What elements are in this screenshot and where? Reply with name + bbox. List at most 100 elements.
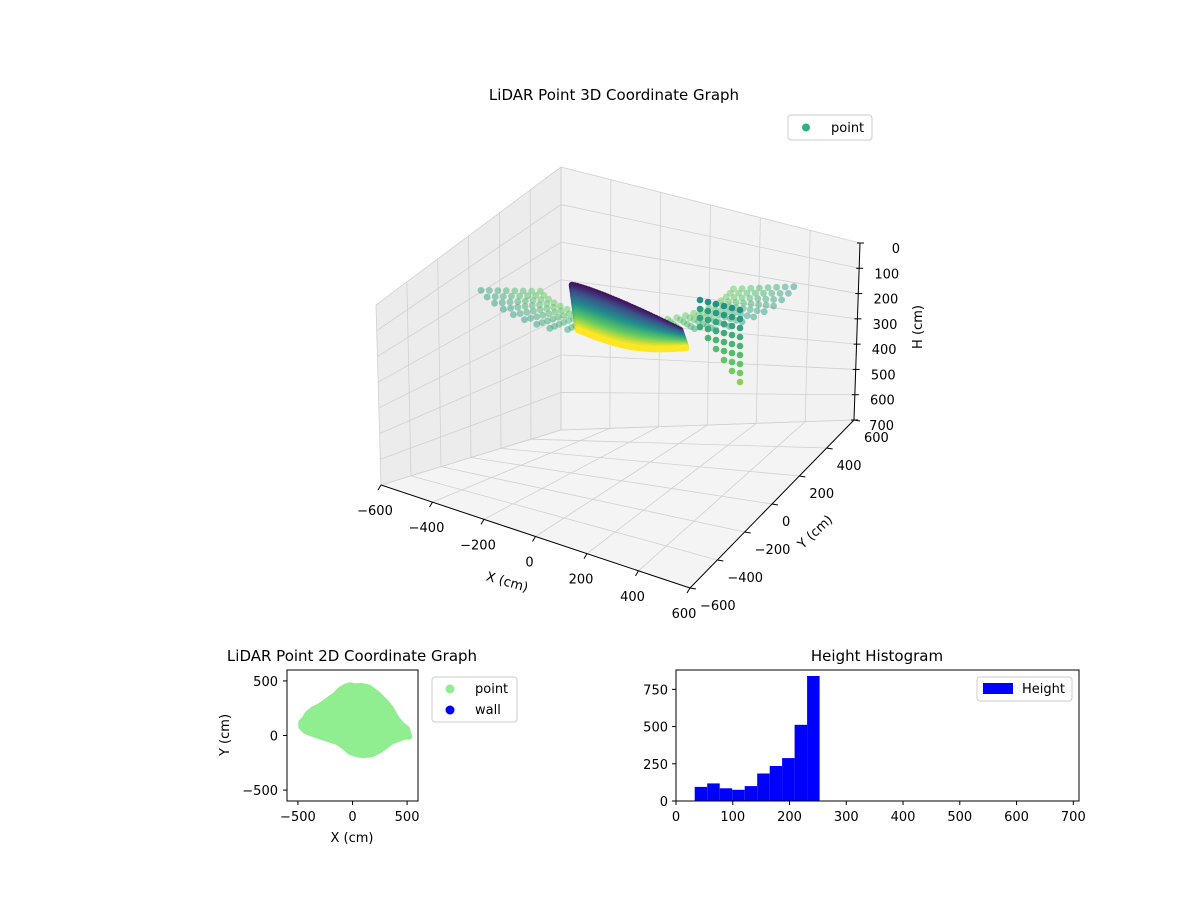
- point-3d: [498, 299, 506, 307]
- point-3d: [720, 311, 728, 319]
- y-tick-mark-3d: [744, 531, 751, 534]
- point-3d: [530, 307, 537, 315]
- point-3d: [740, 299, 747, 307]
- grid-line: [498, 212, 502, 449]
- point-3d: [720, 329, 728, 337]
- z-tick-label-3d: 500: [871, 368, 896, 383]
- y-tick-label-3d: −600: [700, 599, 736, 614]
- histogram-x-tick-label: 500: [947, 810, 972, 825]
- point-3d: [546, 324, 554, 332]
- histogram-x-tick-label: 400: [891, 810, 916, 825]
- histogram-y-ticks: 0 250 500 750: [643, 683, 676, 810]
- z-axis-label-3d: H (cm): [911, 305, 926, 349]
- point-3d: [755, 301, 762, 308]
- histogram-x-tick-label: 300: [834, 810, 859, 825]
- point-3d: [486, 287, 493, 294]
- grid-line: [560, 354, 856, 370]
- point-3d: [736, 342, 744, 350]
- point-3d: [514, 298, 522, 305]
- legend-3d-marker: [802, 123, 810, 132]
- histogram-bar: [732, 789, 745, 801]
- legend-2d-wall-marker: [445, 705, 455, 715]
- point-3d: [762, 301, 770, 309]
- point-3d: [690, 309, 698, 317]
- point-3d: [516, 292, 523, 300]
- point-3d: [494, 287, 502, 294]
- x-tick-mark-3d: [429, 501, 433, 508]
- x-tick-label-3d: 600: [672, 607, 697, 622]
- point-3d: [728, 340, 736, 348]
- grid-line: [437, 258, 442, 467]
- point-3d: [555, 314, 562, 321]
- point-3d: [720, 320, 728, 328]
- point-3d: [785, 290, 792, 297]
- point-3d: [543, 300, 551, 308]
- x-tick-label-3d: 200: [569, 573, 594, 588]
- y-tick-mark-3d: [771, 503, 779, 506]
- point-3d: [790, 283, 798, 291]
- grid-line: [376, 204, 562, 332]
- point-3d: [529, 296, 537, 304]
- point-3d: [500, 305, 507, 313]
- point-3d: [720, 356, 728, 364]
- point-3d: [770, 302, 777, 310]
- x-tick-mark-3d: [480, 519, 485, 525]
- point-3d: [738, 285, 746, 292]
- y-ticks-2d: −500 0 500: [242, 675, 287, 799]
- point-3d: [712, 345, 720, 353]
- point-3d: [696, 296, 704, 304]
- histogram-bar: [707, 783, 720, 801]
- point-3d: [746, 306, 754, 313]
- grid-line: [380, 429, 562, 486]
- point-3d: [781, 283, 789, 291]
- point-cloud-2d: [298, 682, 413, 759]
- x-tick-label-3d: −200: [460, 538, 496, 553]
- point-3d: [770, 296, 778, 303]
- point-3d: [560, 312, 568, 319]
- point-3d: [712, 309, 720, 317]
- grid-line: [560, 419, 855, 431]
- grid-line: [529, 189, 532, 440]
- point-3d: [756, 284, 763, 292]
- point-3d: [743, 312, 751, 320]
- point-3d: [736, 360, 744, 368]
- histogram-bars: [694, 676, 820, 801]
- point-3d: [499, 293, 507, 300]
- point-3d: [754, 295, 762, 303]
- point-3d: [551, 308, 559, 316]
- z-axis-line: [853, 242, 861, 421]
- point-3d: [483, 293, 491, 301]
- histogram-y-tick-label: 250: [643, 758, 668, 773]
- point-3d: [514, 303, 522, 311]
- point-3d: [696, 314, 704, 322]
- point-3d: [712, 336, 720, 344]
- y-axis-label-2d: Y (cm): [218, 714, 233, 757]
- chart-3d-title: LiDAR Point 3D Coordinate Graph: [489, 86, 739, 104]
- point-3d: [760, 308, 768, 316]
- point-3d: [764, 284, 772, 292]
- point-3d: [524, 292, 532, 300]
- point-3d: [519, 287, 527, 295]
- point-3d: [528, 302, 536, 309]
- point-3d: [691, 325, 698, 333]
- point-3d: [522, 297, 529, 305]
- point-3d: [516, 310, 524, 317]
- grid-line: [375, 304, 382, 486]
- point-3d: [545, 310, 553, 318]
- legend-2d-point-marker: [445, 684, 455, 694]
- z-tick-label-3d: 600: [870, 394, 895, 409]
- grid-line: [380, 392, 562, 460]
- histogram-bar: [794, 724, 808, 801]
- histogram-bar: [719, 788, 733, 801]
- grid-line: [755, 217, 761, 424]
- chart-2d: LiDAR Point 2D Coordinate Graph −500 0 500…: [218, 647, 518, 846]
- grid-line: [468, 235, 472, 458]
- grid-line: [406, 281, 412, 476]
- point-3d: [507, 304, 514, 312]
- point-3d: [682, 344, 690, 352]
- y-tick-label-3d: 0: [782, 515, 790, 530]
- z-tick-label-3d: 200: [873, 293, 898, 308]
- point-3d: [704, 307, 712, 315]
- point-3d: [502, 287, 510, 295]
- point-3d: [712, 318, 720, 326]
